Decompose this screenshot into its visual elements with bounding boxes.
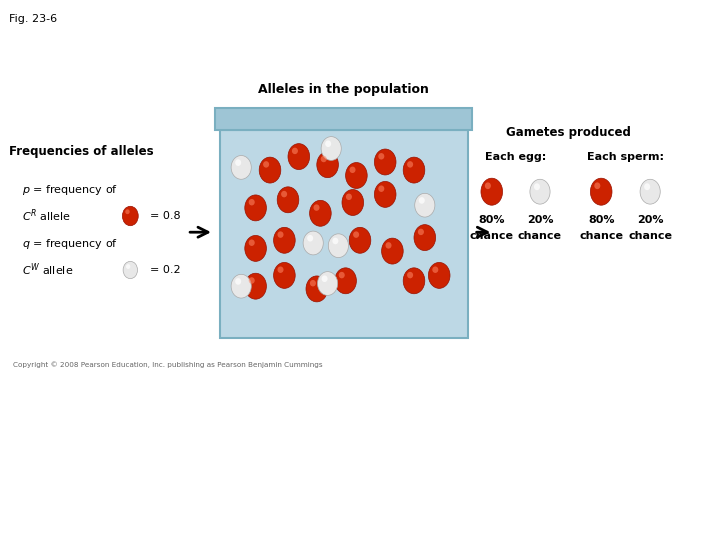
Ellipse shape — [274, 262, 295, 288]
Ellipse shape — [419, 197, 425, 204]
Ellipse shape — [640, 179, 660, 204]
Ellipse shape — [318, 272, 338, 295]
Text: Each sperm:: Each sperm: — [588, 152, 664, 161]
Ellipse shape — [407, 272, 413, 278]
Ellipse shape — [320, 156, 327, 162]
Ellipse shape — [342, 190, 364, 215]
Ellipse shape — [481, 178, 503, 205]
Ellipse shape — [248, 277, 255, 284]
Ellipse shape — [403, 157, 425, 183]
Ellipse shape — [307, 235, 313, 241]
Ellipse shape — [235, 159, 241, 166]
Ellipse shape — [245, 195, 266, 221]
Ellipse shape — [303, 231, 323, 255]
Ellipse shape — [321, 137, 341, 160]
Text: 80%: 80% — [588, 215, 614, 225]
Text: $\it{p}$ = frequency of: $\it{p}$ = frequency of — [22, 183, 118, 197]
Ellipse shape — [245, 235, 266, 261]
Ellipse shape — [231, 274, 251, 298]
Text: Copyright © 2008 Pearson Education, Inc. publishing as Pearson Benjamin Cummings: Copyright © 2008 Pearson Education, Inc.… — [13, 361, 323, 368]
Ellipse shape — [338, 272, 345, 278]
Ellipse shape — [349, 166, 356, 173]
Ellipse shape — [346, 163, 367, 188]
Ellipse shape — [374, 149, 396, 175]
Ellipse shape — [281, 191, 287, 197]
Ellipse shape — [353, 231, 359, 238]
Ellipse shape — [328, 234, 348, 258]
Ellipse shape — [403, 268, 425, 294]
Ellipse shape — [333, 238, 338, 244]
Text: 80%: 80% — [479, 215, 505, 225]
Ellipse shape — [277, 231, 284, 238]
Ellipse shape — [310, 280, 316, 286]
Text: 20%: 20% — [637, 215, 663, 225]
Ellipse shape — [125, 210, 130, 214]
Ellipse shape — [310, 200, 331, 226]
Text: $C^{R}$ allele: $C^{R}$ allele — [22, 208, 71, 224]
Text: = 0.8: = 0.8 — [150, 211, 181, 221]
Text: = 0.2: = 0.2 — [150, 265, 181, 275]
Ellipse shape — [277, 187, 299, 213]
Text: Frequencies of alleles: Frequencies of alleles — [9, 145, 154, 158]
Ellipse shape — [292, 147, 298, 154]
Ellipse shape — [385, 242, 392, 248]
Ellipse shape — [414, 225, 436, 251]
Ellipse shape — [263, 161, 269, 167]
Ellipse shape — [485, 183, 491, 189]
Text: $C^{W}$ allele: $C^{W}$ allele — [22, 262, 73, 278]
Text: Fig. 23-6: Fig. 23-6 — [9, 14, 58, 24]
Ellipse shape — [382, 238, 403, 264]
Ellipse shape — [530, 179, 550, 204]
Ellipse shape — [415, 193, 435, 217]
Ellipse shape — [378, 185, 384, 192]
Ellipse shape — [590, 178, 612, 205]
FancyBboxPatch shape — [215, 108, 472, 130]
Ellipse shape — [428, 262, 450, 288]
Ellipse shape — [245, 273, 266, 299]
Ellipse shape — [306, 276, 328, 302]
Ellipse shape — [248, 239, 255, 246]
Ellipse shape — [123, 261, 138, 279]
Ellipse shape — [322, 275, 328, 282]
Ellipse shape — [374, 181, 396, 207]
Text: $\it{q}$ = frequency of: $\it{q}$ = frequency of — [22, 237, 118, 251]
Text: Each egg:: Each egg: — [485, 152, 546, 161]
Ellipse shape — [335, 268, 356, 294]
Text: Alleles in the population: Alleles in the population — [258, 83, 429, 96]
Ellipse shape — [644, 183, 650, 190]
Ellipse shape — [277, 266, 284, 273]
Ellipse shape — [594, 183, 600, 189]
Ellipse shape — [235, 278, 241, 285]
Text: 20%: 20% — [527, 215, 553, 225]
Ellipse shape — [432, 266, 438, 273]
Ellipse shape — [122, 206, 138, 226]
Ellipse shape — [313, 204, 320, 211]
Ellipse shape — [274, 227, 295, 253]
Text: chance: chance — [518, 231, 562, 241]
Ellipse shape — [126, 264, 130, 269]
Ellipse shape — [534, 183, 540, 190]
Ellipse shape — [317, 152, 338, 178]
Ellipse shape — [259, 157, 281, 183]
Text: chance: chance — [628, 231, 672, 241]
Ellipse shape — [248, 199, 255, 205]
Text: chance: chance — [579, 231, 624, 241]
Ellipse shape — [288, 144, 310, 170]
Ellipse shape — [378, 153, 384, 159]
Ellipse shape — [231, 156, 251, 179]
Text: chance: chance — [469, 231, 514, 241]
Ellipse shape — [349, 227, 371, 253]
Ellipse shape — [325, 140, 331, 147]
Ellipse shape — [346, 193, 352, 200]
Ellipse shape — [418, 228, 424, 235]
FancyBboxPatch shape — [220, 130, 468, 338]
Text: Gametes produced: Gametes produced — [506, 126, 631, 139]
Ellipse shape — [407, 161, 413, 167]
